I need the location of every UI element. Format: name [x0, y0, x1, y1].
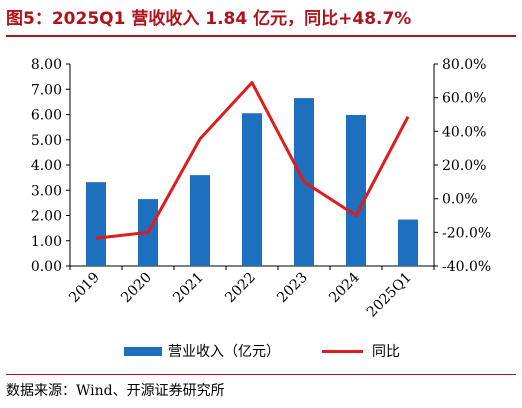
bottom-rule — [6, 374, 516, 375]
revenue-bar — [86, 182, 106, 266]
y-left-tick-label: 3.00 — [31, 183, 62, 199]
y-right-tick-label: -40.0% — [442, 259, 491, 275]
y-left-tick-label: 7.00 — [31, 82, 62, 98]
legend-line-label: 同比 — [372, 344, 400, 360]
x-axis-label: 2025Q1 — [364, 270, 415, 321]
chart-axes: 0.00 1.00 2.00 3.00 4.00 5.00 6.00 7.00 8.00 -40.… — [31, 57, 491, 275]
line-series — [95, 81, 410, 240]
x-axis-label: 2021 — [170, 270, 207, 307]
y-left-tick-label: 5.00 — [31, 133, 62, 149]
y-right-tick-label: 60.0% — [442, 91, 486, 107]
revenue-bar — [346, 115, 366, 266]
yoy-growth-line — [95, 81, 410, 240]
y-right-tick-label: -20.0% — [442, 225, 491, 241]
x-axis-labels: 2019 2020 2021 2022 2023 2024 2025Q1 — [66, 269, 415, 320]
y-right-tick-label: 80.0% — [442, 57, 486, 73]
x-axis-label: 2022 — [222, 270, 259, 307]
source-note: 数据来源：Wind、开源证券研究所 — [6, 383, 225, 399]
x-axis-label: 2020 — [118, 270, 155, 307]
y-right-tick-label: 0.0% — [442, 192, 478, 208]
legend-bar-swatch — [124, 347, 162, 356]
y-left-tick-label: 6.00 — [31, 108, 62, 124]
y-left-tick-label: 2.00 — [31, 209, 62, 225]
y-left-tick-label: 4.00 — [31, 158, 62, 174]
y-right-tick-label: 40.0% — [442, 124, 486, 140]
x-axis-label: 2023 — [274, 270, 311, 307]
legend-bar-label: 营业收入（亿元） — [168, 344, 280, 360]
x-axis-label: 2024 — [326, 269, 363, 306]
chart-legend: 营业收入（亿元） 同比 — [124, 344, 400, 360]
revenue-bar — [398, 219, 418, 266]
y-left-tick-label: 1.00 — [31, 234, 62, 250]
chart-title: 图5：2025Q1 营收收入 1.84 亿元，同比+48.7% — [6, 9, 412, 29]
x-axis-label: 2019 — [66, 270, 103, 307]
bar-series — [86, 98, 418, 267]
y-left-tick-label: 8.00 — [31, 57, 62, 73]
title-rule — [6, 35, 516, 37]
revenue-bar — [190, 175, 210, 266]
revenue-bar — [242, 113, 262, 266]
y-right-tick-label: 20.0% — [442, 158, 486, 174]
y-left-tick-label: 0.00 — [31, 259, 62, 275]
revenue-chart: 0.00 1.00 2.00 3.00 4.00 5.00 6.00 7.00 8.00 -40.… — [31, 57, 491, 360]
